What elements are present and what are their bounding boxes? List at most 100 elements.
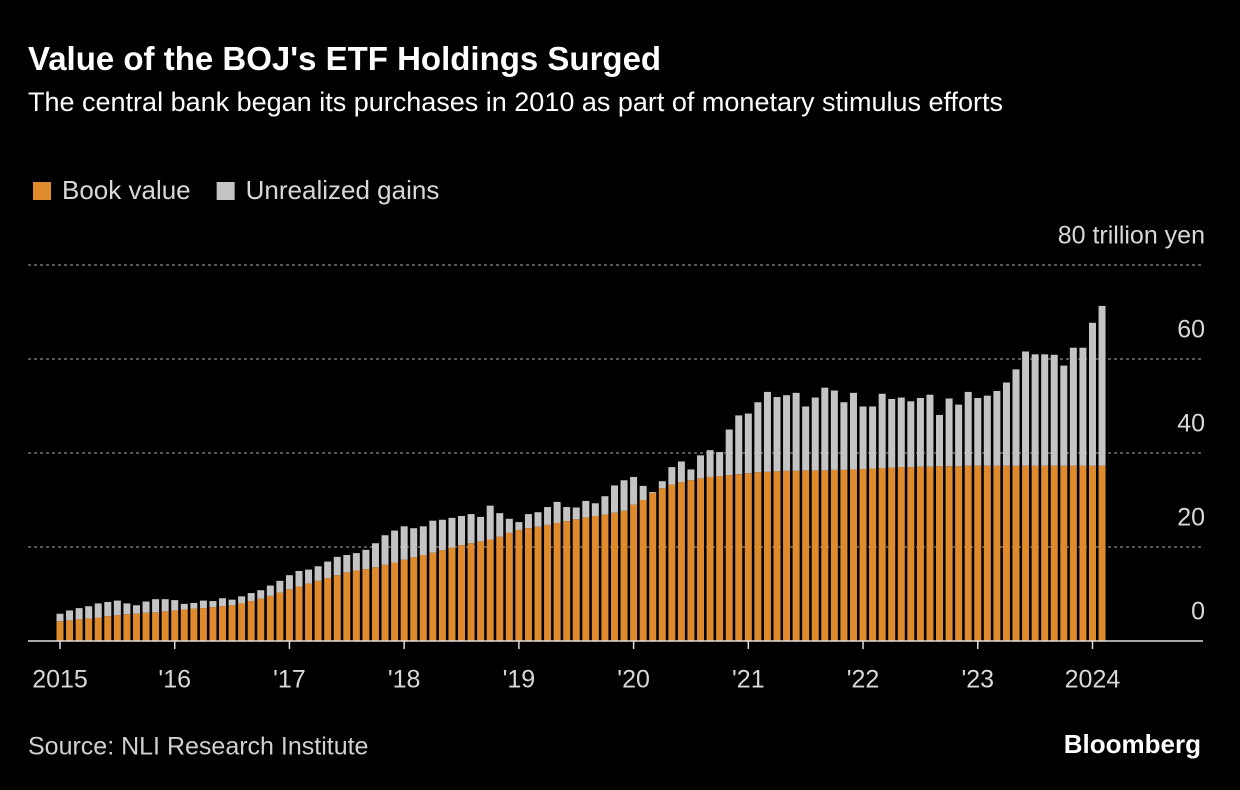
bar-segment <box>161 599 169 612</box>
bar-segment <box>945 398 953 467</box>
bar-segment <box>744 473 752 641</box>
bar-segment <box>343 554 351 573</box>
bar-segment <box>1041 354 1049 466</box>
bar-segment <box>639 485 647 500</box>
bar-segment <box>591 515 599 641</box>
bar-segment <box>534 512 542 527</box>
bar-segment <box>1012 465 1020 641</box>
bar-segment <box>840 469 848 641</box>
legend-swatch <box>33 182 51 200</box>
bar-segment <box>783 395 791 471</box>
bar-segment <box>1069 465 1077 641</box>
bar-segment <box>563 521 571 641</box>
y-tick-label: 20 <box>1177 504 1205 532</box>
chart-title: Value of the BOJ's ETF Holdings Surged <box>28 40 662 77</box>
bar-segment <box>936 466 944 641</box>
bar-segment <box>152 612 160 641</box>
bar-segment <box>85 606 93 619</box>
bar-segment <box>1088 322 1096 466</box>
bar-segment <box>630 504 638 641</box>
bar-segment <box>907 401 915 468</box>
bar-segment <box>429 552 437 641</box>
bar-segment <box>180 609 188 641</box>
bar-segment <box>190 608 198 641</box>
bar-segment <box>505 532 513 641</box>
bar-segment <box>228 605 236 641</box>
bar-segment <box>486 505 494 540</box>
bar-segment <box>869 468 877 641</box>
bar-segment <box>94 603 102 618</box>
bar-segment <box>916 466 924 641</box>
bar-segment <box>849 469 857 641</box>
bar-segment <box>458 545 466 641</box>
x-tick-label: '19 <box>503 666 536 694</box>
bar-segment <box>266 595 274 641</box>
bar-segment <box>572 507 580 520</box>
bar-segment <box>716 476 724 641</box>
bar-segment <box>113 600 121 616</box>
bar-segment <box>305 583 313 641</box>
bar-segment <box>668 484 676 641</box>
bar-segment <box>572 519 580 641</box>
bar-segment <box>859 406 867 469</box>
bar-segment <box>496 513 504 537</box>
bar-segment <box>716 452 724 477</box>
bar-segment <box>697 478 705 641</box>
bar-segment <box>878 393 886 469</box>
bar-segment <box>1088 465 1096 641</box>
bar-segment <box>1031 465 1039 641</box>
bar-segment <box>955 466 963 641</box>
bar-segment <box>763 391 771 472</box>
bar-segment <box>132 605 140 614</box>
bar-segment <box>247 593 255 602</box>
bar-segment <box>371 543 379 568</box>
x-tick-label: 2015 <box>32 666 88 694</box>
bar-segment <box>840 402 848 470</box>
bar-segment <box>199 600 207 609</box>
legend-label: Book value <box>62 175 191 205</box>
bar-segment <box>993 390 1001 466</box>
bar-segment <box>897 467 905 641</box>
bar-segment <box>706 476 714 641</box>
bar-segment <box>438 550 446 641</box>
brand: Bloomberg <box>1064 729 1201 759</box>
bar-segment <box>266 585 274 596</box>
bar-segment <box>257 590 265 599</box>
bar-segment <box>343 572 351 641</box>
bar-segment <box>1050 465 1058 641</box>
bar-segment <box>295 586 303 641</box>
bar-segment <box>610 485 618 513</box>
bar-segment <box>754 472 762 641</box>
bar-segment <box>601 496 609 515</box>
bar-segment <box>811 470 819 641</box>
bar-segment <box>247 601 255 641</box>
bar-segment <box>56 613 64 622</box>
bar-segment <box>859 468 867 641</box>
bar-segment <box>983 465 991 641</box>
bar-segment <box>725 475 733 641</box>
bar-segment <box>926 466 934 641</box>
bar-segment <box>1050 354 1058 466</box>
bar-segment <box>410 557 418 641</box>
bar-segment <box>391 562 399 641</box>
y-tick-label: 80 trillion yen <box>1058 222 1205 250</box>
bar-segment <box>238 596 246 604</box>
bar-segment <box>1098 465 1106 641</box>
bar-segment <box>830 390 838 470</box>
bar-segment <box>314 580 322 641</box>
bar-segment <box>467 543 475 641</box>
bar-segment <box>486 539 494 641</box>
bar-segment <box>1002 382 1010 466</box>
bar-segment <box>639 500 647 641</box>
bar-segment <box>1060 365 1068 466</box>
bar-segment <box>534 526 542 641</box>
bar-segment <box>391 530 399 563</box>
bar-segment <box>582 517 590 641</box>
bar-segment <box>429 520 437 553</box>
x-tick-label: 2024 <box>1065 666 1121 694</box>
bar-segment <box>1079 465 1087 641</box>
bar-segment <box>190 602 198 609</box>
bar-segment <box>773 397 781 472</box>
bar-segment <box>524 514 532 529</box>
